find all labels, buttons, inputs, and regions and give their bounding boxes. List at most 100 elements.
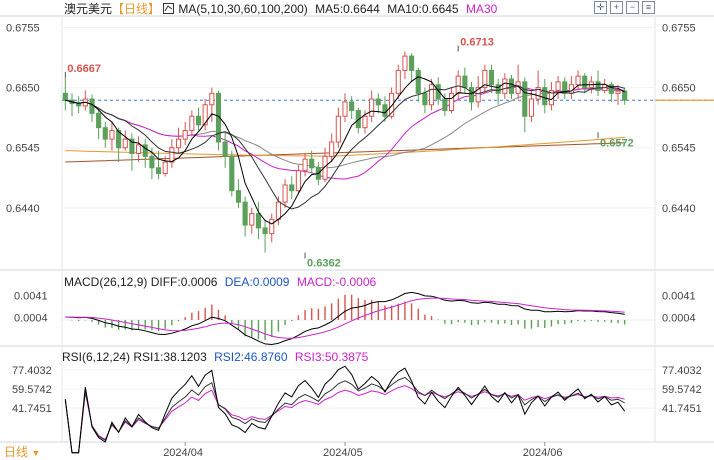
candle-body <box>162 161 168 175</box>
candle-body <box>202 104 208 126</box>
price-tick-label-left: 0.6545 <box>6 143 40 155</box>
candle-body <box>395 69 401 94</box>
candle-body <box>109 130 115 140</box>
candle-body <box>242 201 248 226</box>
candle-body <box>282 184 288 203</box>
candle-body <box>575 75 581 86</box>
candle-body <box>568 84 574 94</box>
rsi-tick-label-left: 41.7451 <box>12 403 52 415</box>
candle-body <box>455 75 461 94</box>
menu-icon[interactable]: ≡ <box>642 1 655 14</box>
candle-body <box>382 104 388 117</box>
candle-body <box>189 115 195 132</box>
candle-body <box>222 141 228 157</box>
ma10-label: MA10:0.6645 <box>387 2 459 16</box>
macd-name: MACD(26,12,9) <box>64 275 148 289</box>
main-legend: 澳元美元【日线】 MA(5,10,30,60,100,200) MA5:0.66… <box>64 2 497 17</box>
candle-body <box>402 55 408 71</box>
candle-body <box>249 213 255 226</box>
rsi-tick-label-left: 77.4032 <box>12 365 52 377</box>
ma5-line <box>65 76 625 225</box>
price-tick-label-left: 0.6440 <box>6 203 40 215</box>
candle-body <box>215 92 222 143</box>
candle-body <box>349 101 355 111</box>
candle-body <box>275 201 281 220</box>
candle-body <box>488 69 495 86</box>
rsi-tick-label-right: 41.7451 <box>662 403 702 415</box>
candle-body <box>375 98 381 106</box>
rsi-tick-label-right: 77.4032 <box>662 365 702 377</box>
price-annotation: 0.6362 <box>307 258 341 270</box>
rsi-tick-label-left: 59.5742 <box>12 384 52 396</box>
candle-body <box>409 55 415 71</box>
candle-body <box>475 87 481 103</box>
candle-body <box>555 81 561 91</box>
macd-tick-label-left: 0.0004 <box>14 313 48 325</box>
date-label: 2024/05 <box>323 447 363 459</box>
candle-body <box>468 87 475 103</box>
macd-tick-label-left: 0.0041 <box>14 290 48 302</box>
candle-body <box>342 101 348 117</box>
chevron-down-icon: ▼ <box>31 448 41 458</box>
period-tab[interactable]: 日线 ▼ <box>4 445 40 460</box>
candle-body <box>149 155 155 169</box>
symbol-name: 澳元美元 <box>64 2 113 16</box>
macd-dea-line <box>65 297 625 339</box>
price-annotation: 0.6572 <box>600 137 634 149</box>
ma10-line <box>65 85 625 210</box>
candle-body <box>62 92 68 101</box>
chart-type-icon[interactable] <box>163 2 175 17</box>
candle-body <box>142 144 148 157</box>
candle-body <box>528 98 535 117</box>
price-annotation: 0.6667 <box>67 63 101 75</box>
ma30-label: MA30 <box>465 2 498 16</box>
candle-body <box>269 218 275 235</box>
candle-body <box>175 138 182 149</box>
candle-body <box>389 92 395 117</box>
macd-legend: MACD(26,12,9) DIFF:0.0006 DEA:0.0009 MAC… <box>64 275 376 289</box>
candle-body <box>116 130 122 149</box>
candle-body <box>362 115 368 129</box>
rsi1-line <box>64 365 626 454</box>
candle-body <box>369 98 375 117</box>
candle-body <box>429 84 435 106</box>
candle-body <box>482 69 488 89</box>
ma30-line <box>65 86 625 180</box>
candle-body <box>209 92 215 106</box>
candle-body <box>522 81 528 117</box>
candle-body <box>102 127 108 140</box>
candle-body <box>169 147 175 163</box>
candle-body <box>515 81 521 94</box>
ma200-line <box>65 142 625 163</box>
price-tick-label-right: 0.6650 <box>662 83 696 95</box>
candle-body <box>235 190 242 203</box>
candle-body <box>309 158 315 169</box>
candle-body <box>329 141 335 157</box>
ma100-line <box>65 136 625 157</box>
candle-body <box>96 112 102 129</box>
price-tick-label-right: 0.6755 <box>662 22 696 34</box>
candle-body <box>595 81 601 91</box>
candle-body <box>615 90 621 94</box>
period-tab-label: 日线 <box>4 445 29 459</box>
macd-diff: DIFF:0.0006 <box>150 275 218 289</box>
period-label[interactable]: 【日线】 <box>112 2 161 16</box>
candle-body <box>122 138 128 149</box>
zoom-in-icon[interactable]: + <box>610 1 623 14</box>
candle-body <box>442 98 448 112</box>
macd-value: MACD:-0.0006 <box>296 275 377 289</box>
candle-body <box>302 158 308 172</box>
price-tick-label-left: 0.6650 <box>6 83 40 95</box>
price-tick-label-right: 0.6440 <box>662 203 696 215</box>
rsi-legend: RSI(6,12,24) RSI1:38.1203 RSI2:46.8760 R… <box>62 350 368 364</box>
candle-body <box>435 84 441 100</box>
zoom-out-icon[interactable]: − <box>626 1 639 14</box>
crosshair-icon[interactable]: ✛ <box>594 1 607 14</box>
price-annotation: 0.6713 <box>460 37 494 49</box>
rsi-name: RSI(6,12,24) <box>62 350 131 364</box>
macd-tick-label-right: 0.0041 <box>662 290 696 302</box>
candle-body <box>562 81 568 94</box>
candle-body <box>608 84 614 94</box>
candle-body <box>255 213 261 229</box>
